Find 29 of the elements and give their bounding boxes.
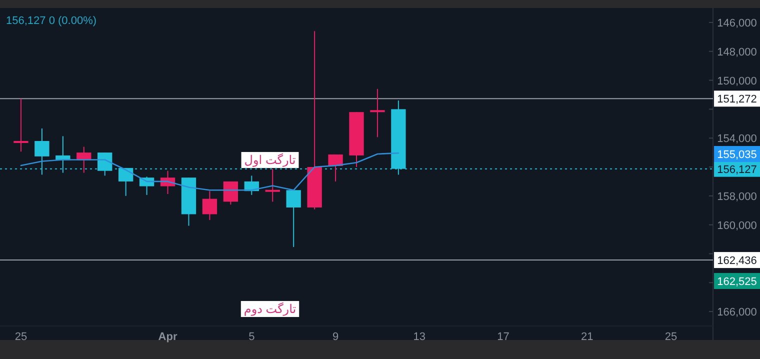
annotation: تارگت دوم bbox=[244, 302, 296, 316]
ref-line-label: 162,436 bbox=[717, 255, 757, 268]
candlestick bbox=[265, 168, 280, 202]
x-tick-label: 9 bbox=[332, 331, 339, 343]
x-tick-label: 5 bbox=[248, 331, 255, 343]
y-tick-label: 160,000 bbox=[717, 220, 757, 232]
annotation: تارگت اول bbox=[244, 153, 296, 167]
candlestick bbox=[328, 154, 343, 182]
candlestick bbox=[370, 88, 385, 138]
annotation: 156,127 0 (0.00%) bbox=[6, 15, 97, 27]
y-tick-label: 166,000 bbox=[717, 306, 757, 319]
x-tick-label: 25 bbox=[14, 331, 28, 343]
y-tick-label: 158,000 bbox=[717, 190, 757, 203]
ref-line-label: 151,272 bbox=[717, 94, 757, 106]
candlestick bbox=[286, 190, 301, 248]
y-tick-label: 154,000 bbox=[717, 133, 757, 146]
x-tick-label: 13 bbox=[413, 331, 426, 343]
text: 162,525 bbox=[717, 276, 757, 288]
y-tick-label: 150,000 bbox=[717, 75, 757, 88]
candlestick bbox=[202, 190, 218, 221]
y-tick-label: 146,000 bbox=[717, 17, 757, 30]
x-tick-label: 21 bbox=[581, 331, 594, 343]
x-tick-label: 17 bbox=[497, 331, 510, 343]
text: 155,035 bbox=[717, 149, 757, 161]
ref-line-label: 156,127 bbox=[717, 164, 757, 176]
y-tick-label: 148,000 bbox=[717, 46, 757, 58]
x-tick-label: Apr bbox=[158, 331, 178, 343]
candlestick bbox=[14, 98, 28, 152]
x-tick-label: 25 bbox=[664, 331, 678, 343]
